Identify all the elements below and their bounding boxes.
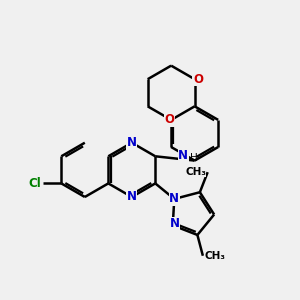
Text: N: N: [169, 217, 179, 230]
Text: N: N: [127, 190, 137, 203]
Text: CH₃: CH₃: [205, 251, 226, 261]
Text: O: O: [193, 73, 203, 86]
Text: H: H: [190, 153, 198, 163]
Text: N: N: [127, 136, 137, 149]
Text: Cl: Cl: [28, 177, 41, 190]
Text: N: N: [169, 192, 179, 206]
Text: N: N: [178, 148, 188, 162]
Text: O: O: [164, 113, 175, 126]
Text: CH₃: CH₃: [185, 167, 206, 177]
